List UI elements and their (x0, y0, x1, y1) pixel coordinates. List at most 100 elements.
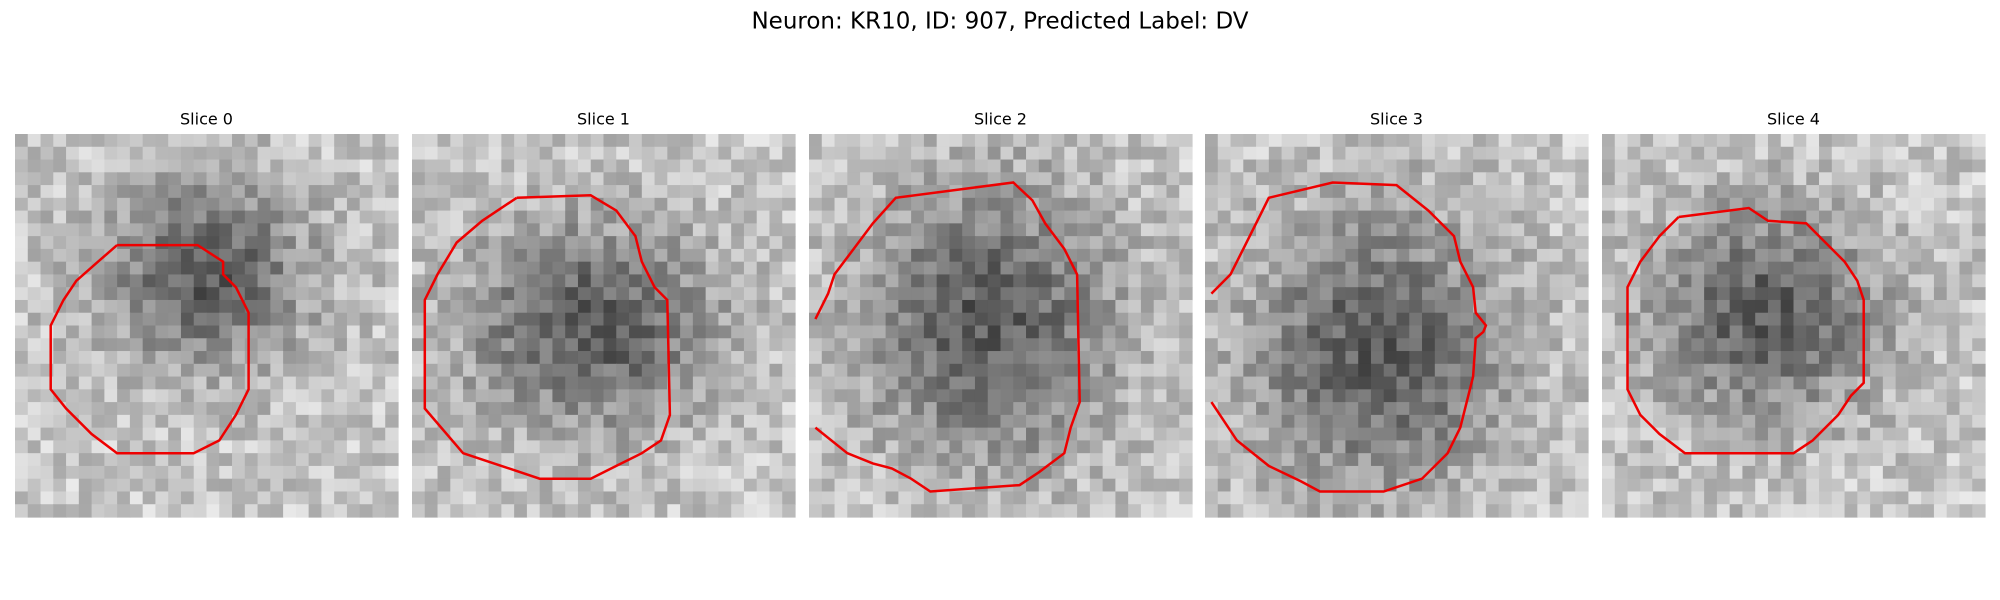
pixel (949, 261, 963, 276)
pixel (346, 389, 361, 403)
pixel (1473, 197, 1487, 212)
pixel (526, 197, 541, 212)
pixel (590, 172, 605, 186)
pixel (334, 146, 348, 161)
pixel (911, 453, 925, 467)
pixel (809, 440, 823, 454)
pixel (1536, 491, 1551, 505)
pixel (1383, 312, 1398, 327)
pixel (1166, 427, 1180, 441)
pixel (206, 287, 220, 301)
pixel (1972, 134, 1986, 148)
pixel (1345, 389, 1359, 403)
pixel (321, 491, 335, 505)
pixel (1806, 389, 1820, 403)
pixel (53, 223, 67, 237)
pixel (1064, 325, 1078, 339)
pixel (1345, 325, 1359, 339)
pixel (1755, 402, 1769, 416)
pixel (1549, 491, 1564, 505)
pixel (1358, 491, 1372, 505)
pixel (1511, 453, 1525, 467)
pixel (1755, 376, 1769, 390)
pixel (129, 351, 144, 365)
pixel (1115, 414, 1129, 429)
pixel (565, 274, 579, 288)
pixel (834, 504, 848, 518)
pixel (1358, 351, 1372, 365)
pixel (1819, 312, 1833, 327)
pixel (424, 197, 439, 212)
pixel (129, 261, 144, 276)
pixel (219, 351, 233, 365)
pixel (1473, 414, 1487, 429)
pixel (1089, 402, 1104, 416)
pixel (769, 134, 783, 148)
pixel (27, 236, 42, 250)
pixel (1000, 402, 1014, 416)
pixel (1115, 197, 1129, 212)
pixel (257, 210, 271, 224)
pixel (1166, 478, 1180, 493)
pixel (743, 172, 758, 186)
pixel (206, 134, 220, 148)
pixel (244, 197, 259, 212)
pixel (1933, 351, 1948, 365)
pixel (372, 261, 386, 276)
pixel (949, 504, 963, 518)
pixel (718, 414, 732, 429)
pixel (1447, 363, 1461, 378)
pixel (1153, 261, 1168, 276)
pixel (1602, 197, 1616, 212)
pixel (1243, 376, 1257, 390)
pixel (731, 478, 745, 493)
pixel (1678, 312, 1692, 327)
pixel (1627, 325, 1641, 339)
pixel (1946, 223, 1961, 237)
pixel (15, 453, 29, 467)
pixel (206, 185, 220, 199)
pixel (885, 223, 899, 237)
pixel (1780, 491, 1795, 505)
pixel (1665, 185, 1680, 199)
pixel (1345, 197, 1359, 212)
pixel (667, 261, 681, 276)
pixel (552, 261, 566, 276)
pixel (91, 338, 105, 352)
pixel (1383, 274, 1398, 288)
pixel (1665, 504, 1680, 518)
pixel (1755, 287, 1769, 301)
pixel (346, 172, 361, 186)
pixel (1140, 427, 1155, 441)
pixel (40, 504, 54, 518)
pixel (1307, 146, 1321, 161)
pixel (1844, 338, 1858, 352)
pixel (270, 223, 284, 237)
pixel (1268, 312, 1283, 327)
pixel (1000, 427, 1014, 441)
pixel (257, 236, 271, 250)
pixel (769, 223, 783, 237)
pixel (1653, 261, 1667, 276)
pixel (552, 351, 566, 365)
pixel (936, 363, 951, 378)
pixel (641, 453, 656, 467)
pixel (1396, 159, 1410, 173)
pixel (1908, 172, 1922, 186)
pixel (1319, 210, 1334, 224)
pixel (232, 376, 246, 390)
pixel (1549, 351, 1564, 365)
pixel (898, 287, 912, 301)
pixel (283, 312, 297, 327)
pixel (1895, 134, 1909, 148)
pixel (526, 504, 541, 518)
pixel (616, 402, 630, 416)
pixel (27, 453, 42, 467)
pixel (321, 402, 335, 416)
pixel (155, 491, 169, 505)
pixel (1370, 197, 1385, 212)
pixel (1396, 376, 1410, 390)
pixel (53, 185, 67, 199)
pixel (1755, 453, 1769, 467)
pixel (705, 338, 719, 352)
